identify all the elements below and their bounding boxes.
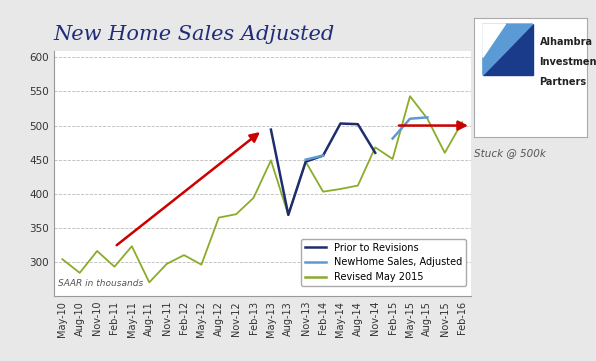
Legend: Prior to Revisions, NewHome Sales, Adjusted, Revised May 2015: Prior to Revisions, NewHome Sales, Adjus… — [301, 239, 466, 286]
Text: Alhambra: Alhambra — [539, 37, 592, 47]
Text: Stuck @ 500k: Stuck @ 500k — [474, 148, 546, 158]
Polygon shape — [483, 24, 505, 57]
Polygon shape — [483, 24, 533, 75]
Text: Investment: Investment — [539, 57, 596, 67]
Text: New Home Sales Adjusted: New Home Sales Adjusted — [54, 25, 335, 44]
Polygon shape — [483, 24, 533, 75]
Text: Partners: Partners — [539, 77, 586, 87]
Text: SAAR in thousands: SAAR in thousands — [58, 279, 143, 288]
